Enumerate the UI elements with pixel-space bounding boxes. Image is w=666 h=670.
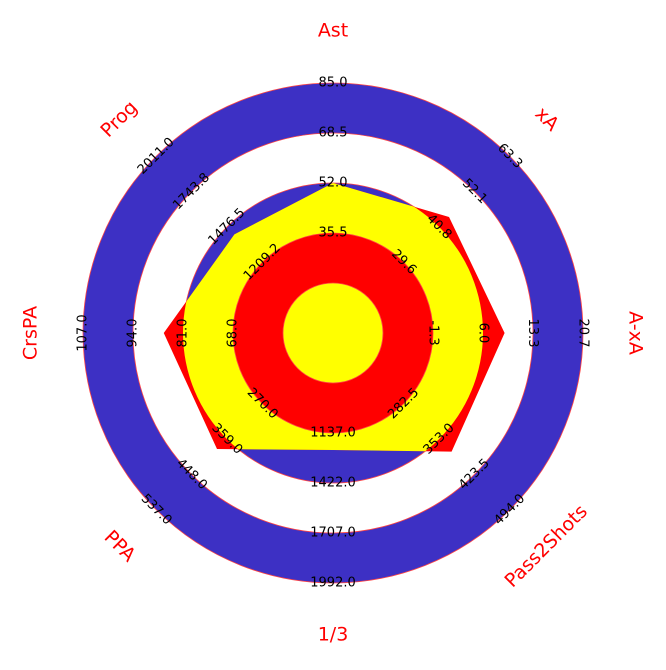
category-label: xA <box>531 103 564 136</box>
tick-label: 1137.0 <box>310 426 356 441</box>
tick-label: 85.0 <box>319 76 348 91</box>
category-label: Ast <box>318 20 348 42</box>
tick-label: 1992.0 <box>310 576 356 591</box>
tick-label: 107.0 <box>76 314 91 351</box>
category-label: PPA <box>100 526 140 566</box>
category-label: 1/3 <box>318 624 349 646</box>
category-label: A-xA <box>625 311 647 355</box>
category-label: Prog <box>96 96 141 141</box>
tick-label: 20.7 <box>576 319 591 348</box>
tick-label: -1.3 <box>426 320 441 345</box>
tick-label: 52.0 <box>319 176 348 191</box>
tick-label: 1707.0 <box>310 526 356 541</box>
tick-label: 6.0 <box>475 323 490 344</box>
tick-label: 35.5 <box>319 226 348 241</box>
ring <box>282 282 384 384</box>
tick-label: 81.0 <box>176 319 191 348</box>
tick-label: 68.5 <box>319 126 348 141</box>
category-label: CrsPA <box>20 306 42 360</box>
tick-label: 94.0 <box>126 319 141 348</box>
tick-label: 1422.0 <box>310 476 356 491</box>
tick-label: 68.0 <box>226 319 241 348</box>
tick-label: 13.3 <box>525 319 540 348</box>
